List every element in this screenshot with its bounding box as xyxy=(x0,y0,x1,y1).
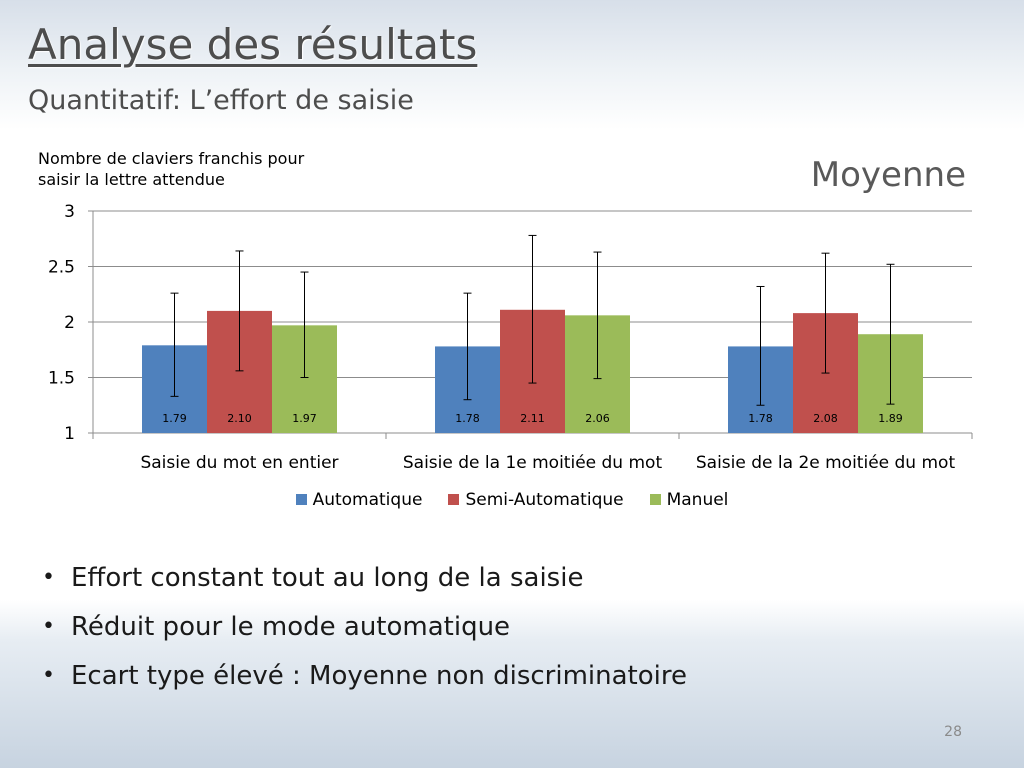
data-label: 2.08 xyxy=(813,412,838,425)
data-label: 1.78 xyxy=(455,412,480,425)
bullet-dot-icon: • xyxy=(42,614,55,639)
x-category-label: Saisie du mot en entier xyxy=(140,453,338,473)
data-label: 1.97 xyxy=(292,412,317,425)
y-tick-label: 3 xyxy=(64,202,75,222)
bullet-dot-icon: • xyxy=(42,663,55,688)
data-label: 1.89 xyxy=(878,412,903,425)
data-label: 2.06 xyxy=(585,412,610,425)
y-tick-label: 1 xyxy=(64,424,75,444)
bullet-text: Réduit pour le mode automatique xyxy=(71,612,511,642)
legend-swatch xyxy=(295,494,307,505)
legend-swatch xyxy=(448,494,460,505)
y-tick-label: 2.5 xyxy=(48,258,75,278)
moyenne-label: Moyenne xyxy=(810,155,966,195)
bullet-text: Effort constant tout au long de la saisi… xyxy=(71,563,584,593)
legend-item: Automatique xyxy=(295,490,423,510)
legend-label: Automatique xyxy=(312,490,423,510)
bullet-dot-icon: • xyxy=(42,565,55,590)
data-label: 1.79 xyxy=(162,412,187,425)
slide-title: Analyse des résultats xyxy=(28,20,478,69)
bullet-item: • Ecart type élevé : Moyenne non discrimi… xyxy=(38,658,687,707)
legend-item: Manuel xyxy=(649,490,729,510)
bullet-item: • Effort constant tout au long de la sais… xyxy=(38,560,687,609)
y-tick-label: 1.5 xyxy=(48,369,75,389)
slide-subtitle: Quantitatif: L’effort de saisie xyxy=(28,85,414,116)
bullet-list: • Effort constant tout au long de la sais… xyxy=(38,560,687,707)
legend-swatch xyxy=(649,494,661,505)
page-number: 28 xyxy=(944,724,962,740)
data-label: 2.11 xyxy=(520,412,545,425)
x-category-label: Saisie de la 2e moitiée du mot xyxy=(696,453,956,473)
data-label: 1.78 xyxy=(748,412,773,425)
y-tick-label: 2 xyxy=(64,313,75,333)
legend-label: Semi-Automatique xyxy=(465,490,624,510)
bullet-text: Ecart type élevé : Moyenne non discrimin… xyxy=(71,661,687,691)
x-category-label: Saisie de la 1e moitiée du mot xyxy=(403,453,663,473)
chart-y-axis-label: Nombre de claviers franchis pour saisir … xyxy=(38,149,305,189)
legend-label: Manuel xyxy=(666,490,729,510)
bar-chart: 1 1.5 2 2.5 3 1.79 2.10 1.97 Saisie du mot en en… xyxy=(48,202,973,473)
bullet-item: • Réduit pour le mode automatique xyxy=(38,609,687,658)
chart-legend: Automatique Semi-Automatique Manuel xyxy=(0,490,1024,510)
legend-item: Semi-Automatique xyxy=(448,490,624,510)
data-label: 2.10 xyxy=(227,412,252,425)
